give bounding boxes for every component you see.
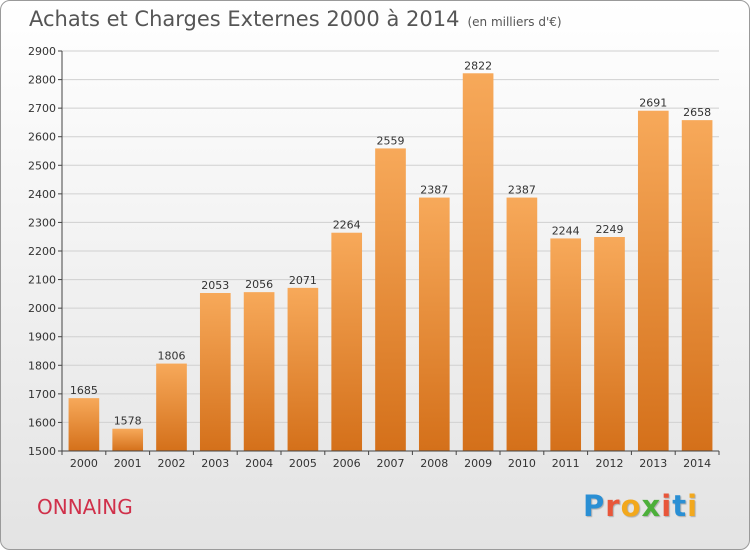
bar [68,398,100,451]
logo-letter: i [661,489,673,523]
data-label: 2559 [377,134,405,147]
y-tick-label: 2800 [28,74,56,87]
data-label: 2249 [596,223,624,236]
x-tick-label: 2000 [70,457,98,470]
logo-letter: t [672,489,688,523]
x-tick-label: 2001 [114,457,142,470]
bar [594,237,625,451]
bar [462,73,494,452]
proxiti-logo: Proxiti [583,489,698,523]
x-tick-label: 2008 [420,457,448,470]
data-label: 2071 [289,274,317,287]
x-tick-label: 2002 [158,457,186,470]
city-name: ONNAING [37,495,133,519]
y-tick-label: 2400 [28,188,56,201]
bar [331,232,363,451]
bars [68,73,713,452]
data-label: 2053 [201,279,229,292]
x-tick-label: 2014 [683,457,711,470]
chart-title: Achats et Charges Externes 2000 à 2014 (e… [29,7,562,31]
bar [156,363,187,451]
chart-subtitle: (en milliers d'€) [467,15,562,29]
x-tick-label: 2006 [333,457,361,470]
y-tick-label: 2200 [28,245,56,258]
y-tick-label: 2900 [28,45,56,58]
data-label: 2822 [464,59,492,72]
bar [375,148,406,451]
y-tick-label: 2000 [28,302,56,315]
logo-letter: i [687,489,699,523]
x-tick-label: 2011 [552,457,580,470]
data-labels: 1685 1578 1806 2053 2056 2071 2264 2559 2387 2822… [70,59,711,427]
logo-letter: x [641,489,662,523]
y-tick-label: 2700 [28,102,56,115]
y-tick-label: 1600 [28,416,56,429]
bar [506,197,538,451]
data-label: 2244 [552,224,580,237]
y-tick-label: 2300 [28,216,56,229]
logo-letter: r [605,489,621,523]
x-tick-label: 2012 [596,457,624,470]
data-label: 2056 [245,278,273,291]
x-tick-label: 2009 [464,457,492,470]
y-tick-label: 2100 [28,274,56,287]
bar [112,428,144,451]
y-tick-label: 2500 [28,159,56,172]
bar [199,293,231,451]
data-label: 1685 [70,384,98,397]
data-label: 2387 [508,184,536,197]
x-tick-label: 2013 [639,457,667,470]
data-label: 1806 [158,350,186,363]
y-tick-label: 1500 [28,445,56,458]
bar [550,238,582,451]
logo-letter: o [620,489,642,523]
x-tick-label: 2005 [289,457,317,470]
data-label: 2658 [683,106,711,119]
data-label: 1578 [114,415,142,428]
chart-title-text: Achats et Charges Externes 2000 à 2014 [29,7,460,31]
bar [243,292,275,451]
y-tick-label: 1900 [28,331,56,344]
data-label: 2387 [420,184,448,197]
bar [637,110,669,451]
axes: 1500 1600 1700 1800 1900 2000 2100 2200 2300 2400… [28,45,720,470]
data-label: 2264 [333,219,361,232]
y-tick-label: 1800 [28,359,56,372]
x-tick-label: 2003 [201,457,229,470]
y-tick-label: 2600 [28,131,56,144]
x-tick-label: 2010 [508,457,536,470]
bar [287,287,319,451]
y-tick-label: 1700 [28,388,56,401]
logo-letter: P [583,489,606,523]
bar [681,120,713,452]
data-label: 2691 [639,97,667,110]
x-tick-label: 2007 [377,457,405,470]
bar [418,197,450,451]
x-tick-label: 2004 [245,457,273,470]
